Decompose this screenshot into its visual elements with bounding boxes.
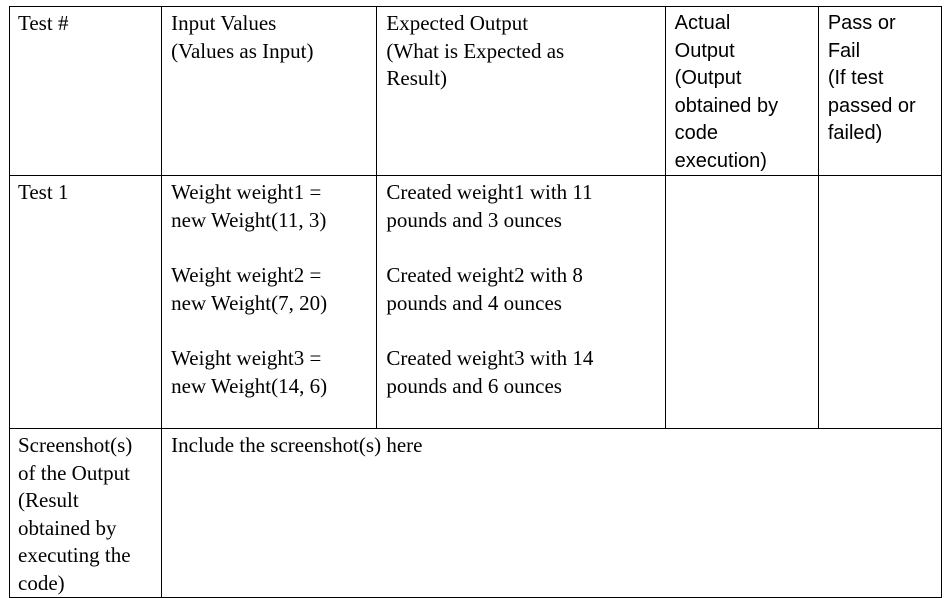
test-table-wrapper: Test # Input Values (Values as Input) Ex… bbox=[8, 6, 943, 598]
test-1-expected-cell: Created weight1 with 11 pounds and 3 oun… bbox=[376, 175, 666, 429]
input-entry-line: new Weight(14, 6) bbox=[171, 373, 328, 398]
expected-entry: Created weight3 with 14 pounds and 6 oun… bbox=[386, 345, 655, 428]
screenshot-label-cell: Screenshot(s) of the Output (Result obta… bbox=[8, 428, 163, 598]
expected-entry: Created weight2 with 8 pounds and 4 ounc… bbox=[386, 262, 655, 345]
expected-entry-line: Created weight1 with 11 bbox=[386, 180, 593, 204]
header-pass-fail-line-2: Fail bbox=[827, 39, 861, 62]
expected-entry-line: pounds and 6 ounces bbox=[386, 373, 562, 398]
expected-entry-line: Created weight2 with 8 bbox=[386, 263, 583, 287]
header-test-number: Test # bbox=[18, 11, 69, 35]
header-expected-output-cell: Expected Output (What is Expected as Res… bbox=[376, 6, 666, 176]
test-1-inputs-cell: Weight weight1 = new Weight(11, 3) Weigh… bbox=[161, 175, 378, 429]
expected-entry-line: pounds and 3 ounces bbox=[386, 207, 562, 232]
input-entry-line: Weight weight3 = bbox=[171, 346, 322, 370]
header-pass-fail-cell: Pass or Fail (If test passed or failed) bbox=[817, 6, 943, 176]
test-case-table: Test # Input Values (Values as Input) Ex… bbox=[8, 6, 943, 598]
input-entry-line: new Weight(11, 3) bbox=[171, 207, 327, 232]
header-input-values-cell: Input Values (Values as Input) bbox=[161, 6, 378, 176]
header-pass-fail-line-1: Pass or bbox=[827, 12, 896, 34]
input-entry-line: Weight weight1 = bbox=[171, 180, 322, 204]
header-actual-output-line-5: code bbox=[674, 122, 719, 144]
header-pass-fail-line-5: failed) bbox=[827, 122, 883, 144]
header-pass-fail-line-3: (If test bbox=[827, 67, 884, 89]
screenshot-label-line-1: Screenshot(s) bbox=[18, 433, 133, 457]
header-actual-output-line-3: (Output bbox=[674, 67, 742, 89]
input-entry: Weight weight2 = new Weight(7, 20) bbox=[171, 262, 367, 345]
header-input-values-subtitle: (Values as Input) bbox=[171, 38, 314, 63]
screenshot-label-line-4: obtained by bbox=[18, 515, 117, 540]
header-actual-output-line-2: Output bbox=[674, 39, 735, 62]
input-entry: Weight weight1 = new Weight(11, 3) bbox=[171, 179, 367, 262]
input-entry: Weight weight3 = new Weight(14, 6) bbox=[171, 345, 367, 428]
header-row: Test # Input Values (Values as Input) Ex… bbox=[8, 6, 943, 176]
expected-entry-line: pounds and 4 ounces bbox=[386, 290, 562, 315]
header-input-values-title: Input Values bbox=[171, 11, 277, 35]
screenshot-label-line-6: code) bbox=[18, 570, 65, 595]
input-entry-line: Weight weight2 = bbox=[171, 263, 322, 287]
screenshot-label-line-5: executing the bbox=[18, 543, 131, 567]
expected-entry: Created weight1 with 11 pounds and 3 oun… bbox=[386, 179, 655, 262]
test-1-actual-output-cell[interactable] bbox=[664, 175, 819, 429]
screenshot-label-line-3: (Result bbox=[18, 488, 79, 512]
header-pass-fail-line-4: passed or bbox=[827, 94, 916, 117]
screenshot-label-line-2: of the Output bbox=[18, 460, 130, 485]
screenshot-placeholder-text: Include the screenshot(s) here bbox=[171, 433, 423, 457]
screenshot-content-cell[interactable]: Include the screenshot(s) here bbox=[161, 428, 942, 598]
header-actual-output-line-1: Actual bbox=[674, 12, 731, 34]
test-1-row: Test 1 Weight weight1 = new Weight(11, 3… bbox=[8, 175, 943, 429]
test-1-label: Test 1 bbox=[18, 180, 69, 204]
screenshot-row: Screenshot(s) of the Output (Result obta… bbox=[8, 428, 942, 598]
header-expected-output-subtitle-1: (What is Expected as bbox=[386, 38, 565, 63]
test-1-label-cell: Test 1 bbox=[8, 175, 163, 429]
input-entry-line: new Weight(7, 20) bbox=[171, 290, 328, 315]
header-expected-output-subtitle-2: Result) bbox=[386, 66, 448, 90]
header-actual-output-line-4: obtained by bbox=[674, 94, 779, 117]
header-actual-output-cell: Actual Output (Output obtained by code e… bbox=[664, 6, 819, 176]
expected-entry-line: Created weight3 with 14 bbox=[386, 346, 594, 370]
header-actual-output-line-6: execution) bbox=[674, 149, 767, 172]
header-test-number-cell: Test # bbox=[8, 6, 163, 176]
header-expected-output-title: Expected Output bbox=[386, 11, 529, 35]
test-1-pass-fail-cell[interactable] bbox=[817, 175, 943, 429]
